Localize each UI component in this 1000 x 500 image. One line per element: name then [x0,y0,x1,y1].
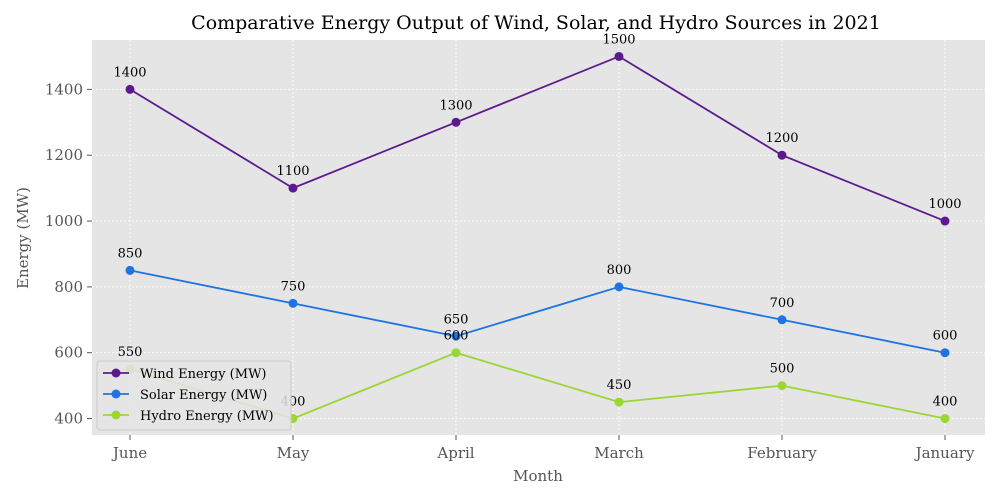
data-label: 400 [933,395,958,410]
legend-marker [111,368,121,378]
data-label: 450 [607,378,632,393]
x-tick-label: June [111,444,147,462]
x-tick-label: May [277,444,310,462]
data-label: 1000 [928,197,961,212]
legend-entry: Wind Energy (MW) [140,367,267,382]
data-point [125,265,135,275]
data-point [451,331,461,341]
data-label: 750 [281,279,306,294]
data-label: 1500 [602,32,635,47]
series-layer [125,51,950,424]
legend-entry: Solar Energy (MW) [140,388,267,403]
x-axis-label: Month [513,467,563,485]
x-tick-label: January [914,444,975,462]
y-axis-label: Energy (MW) [14,187,32,289]
legend-entry: Hydro Energy (MW) [140,409,274,424]
y-tick-label: 400 [54,410,83,428]
data-point [125,84,135,94]
y-tick-label: 1000 [45,212,83,230]
data-point [940,414,950,424]
y-tick-label: 1400 [45,80,83,98]
x-axis-ticks: June May April March February January [111,435,975,462]
data-point [614,282,624,292]
x-tick-label: February [747,444,817,462]
x-tick-label: April [436,444,474,462]
data-label: 600 [444,329,469,344]
chart-title: Comparative Energy Output of Wind, Solar… [191,12,881,34]
legend-marker [111,410,121,420]
data-label: 700 [770,296,795,311]
data-point [777,381,787,391]
legend-box [96,360,292,431]
data-label: 1400 [113,65,146,80]
y-axis-ticks: 400 600 800 1000 1200 1400 [45,80,92,428]
x-tick-label: March [594,444,644,462]
data-label: 850 [118,246,143,261]
data-label: 550 [118,345,143,360]
data-label: 1100 [276,164,309,179]
data-point [940,348,950,358]
data-label: 500 [770,362,795,377]
data-label: 650 [444,312,469,327]
y-tick-label: 600 [54,344,83,362]
data-point [777,150,787,160]
data-point [614,51,624,61]
series-line [129,269,946,354]
data-point [451,117,461,127]
y-tick-label: 800 [54,278,83,296]
data-label: 800 [607,263,632,278]
data-label: 1300 [439,98,472,113]
series-line [129,55,946,222]
data-label: 600 [933,329,958,344]
data-point [614,397,624,407]
data-point [451,348,461,358]
data-point [940,216,950,226]
data-point [288,183,298,193]
data-point [777,315,787,325]
data-label: 1200 [765,131,798,146]
y-tick-label: 1200 [45,146,83,164]
legend-marker [111,389,121,399]
legend: Wind Energy (MW) Solar Energy (MW) Hydro E… [96,360,292,431]
data-point [288,298,298,308]
data-labels: 1400 1100 1300 1500 1200 1000 850 750 650 800 700 6… [113,32,961,409]
